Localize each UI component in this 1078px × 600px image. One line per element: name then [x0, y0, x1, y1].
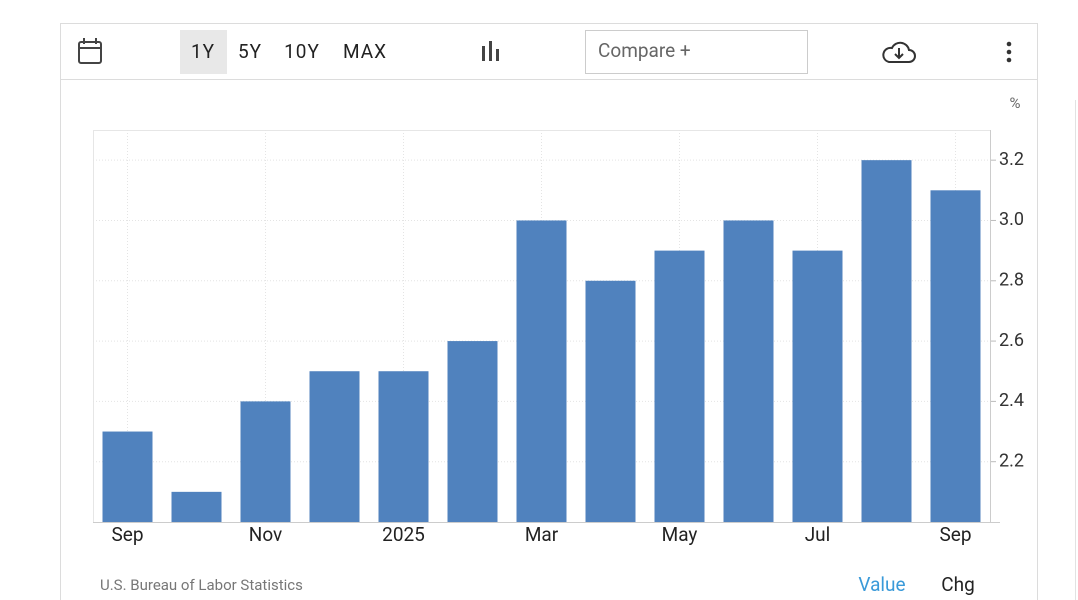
bar: [102, 431, 153, 522]
bar: [723, 220, 774, 522]
y-tick-label: 2.2: [999, 450, 1024, 471]
download-button[interactable]: [882, 41, 916, 63]
y-tick-label: 2.6: [999, 330, 1024, 351]
bar: [930, 190, 981, 523]
active-range-bg: [180, 30, 227, 74]
x-tick-label: 2025: [382, 523, 425, 546]
source-label: U.S. Bureau of Labor Statistics: [100, 576, 303, 594]
y-tick-label: 3.2: [999, 149, 1024, 170]
x-tick-label: Nov: [249, 523, 282, 546]
x-tick-label: Jul: [805, 523, 831, 546]
bar: [240, 401, 291, 522]
range-button[interactable]: 10Y: [284, 40, 320, 63]
calendar-button[interactable]: [78, 38, 102, 64]
bar: [654, 250, 705, 522]
range-button[interactable]: 5Y: [238, 40, 262, 63]
bar: [516, 220, 567, 522]
bar: [792, 250, 843, 522]
x-tick-label: May: [662, 523, 698, 546]
chg-tab[interactable]: Chg: [941, 573, 975, 596]
bar: [585, 280, 636, 522]
plot: 2.2 2.4 2.6 2.8 3.0 3.2 Sep Nov 2025 Mar May Jul Sep: [93, 130, 1024, 546]
chart-type-button[interactable]: [482, 41, 499, 61]
y-tick-label: 2.8: [999, 270, 1024, 291]
range-button[interactable]: 1Y: [191, 40, 215, 63]
bar: [861, 160, 912, 522]
x-tick-label: Mar: [525, 523, 559, 546]
x-tick-label: Sep: [939, 523, 971, 546]
y-tick-label: 2.4: [999, 390, 1024, 411]
compare-box[interactable]: [585, 30, 808, 74]
bar: [447, 341, 498, 522]
range-button[interactable]: MAX: [343, 40, 387, 63]
bar: [171, 491, 222, 522]
y-tick-label: 3.0: [999, 209, 1024, 230]
menu-button[interactable]: [1006, 41, 1012, 63]
bar: [309, 371, 360, 522]
x-tick-label: Sep: [111, 523, 143, 546]
value-tab[interactable]: Value: [858, 573, 905, 596]
y-unit: %: [1010, 94, 1021, 112]
compare-input[interactable]: Compare +: [598, 39, 691, 62]
bar: [378, 371, 429, 522]
